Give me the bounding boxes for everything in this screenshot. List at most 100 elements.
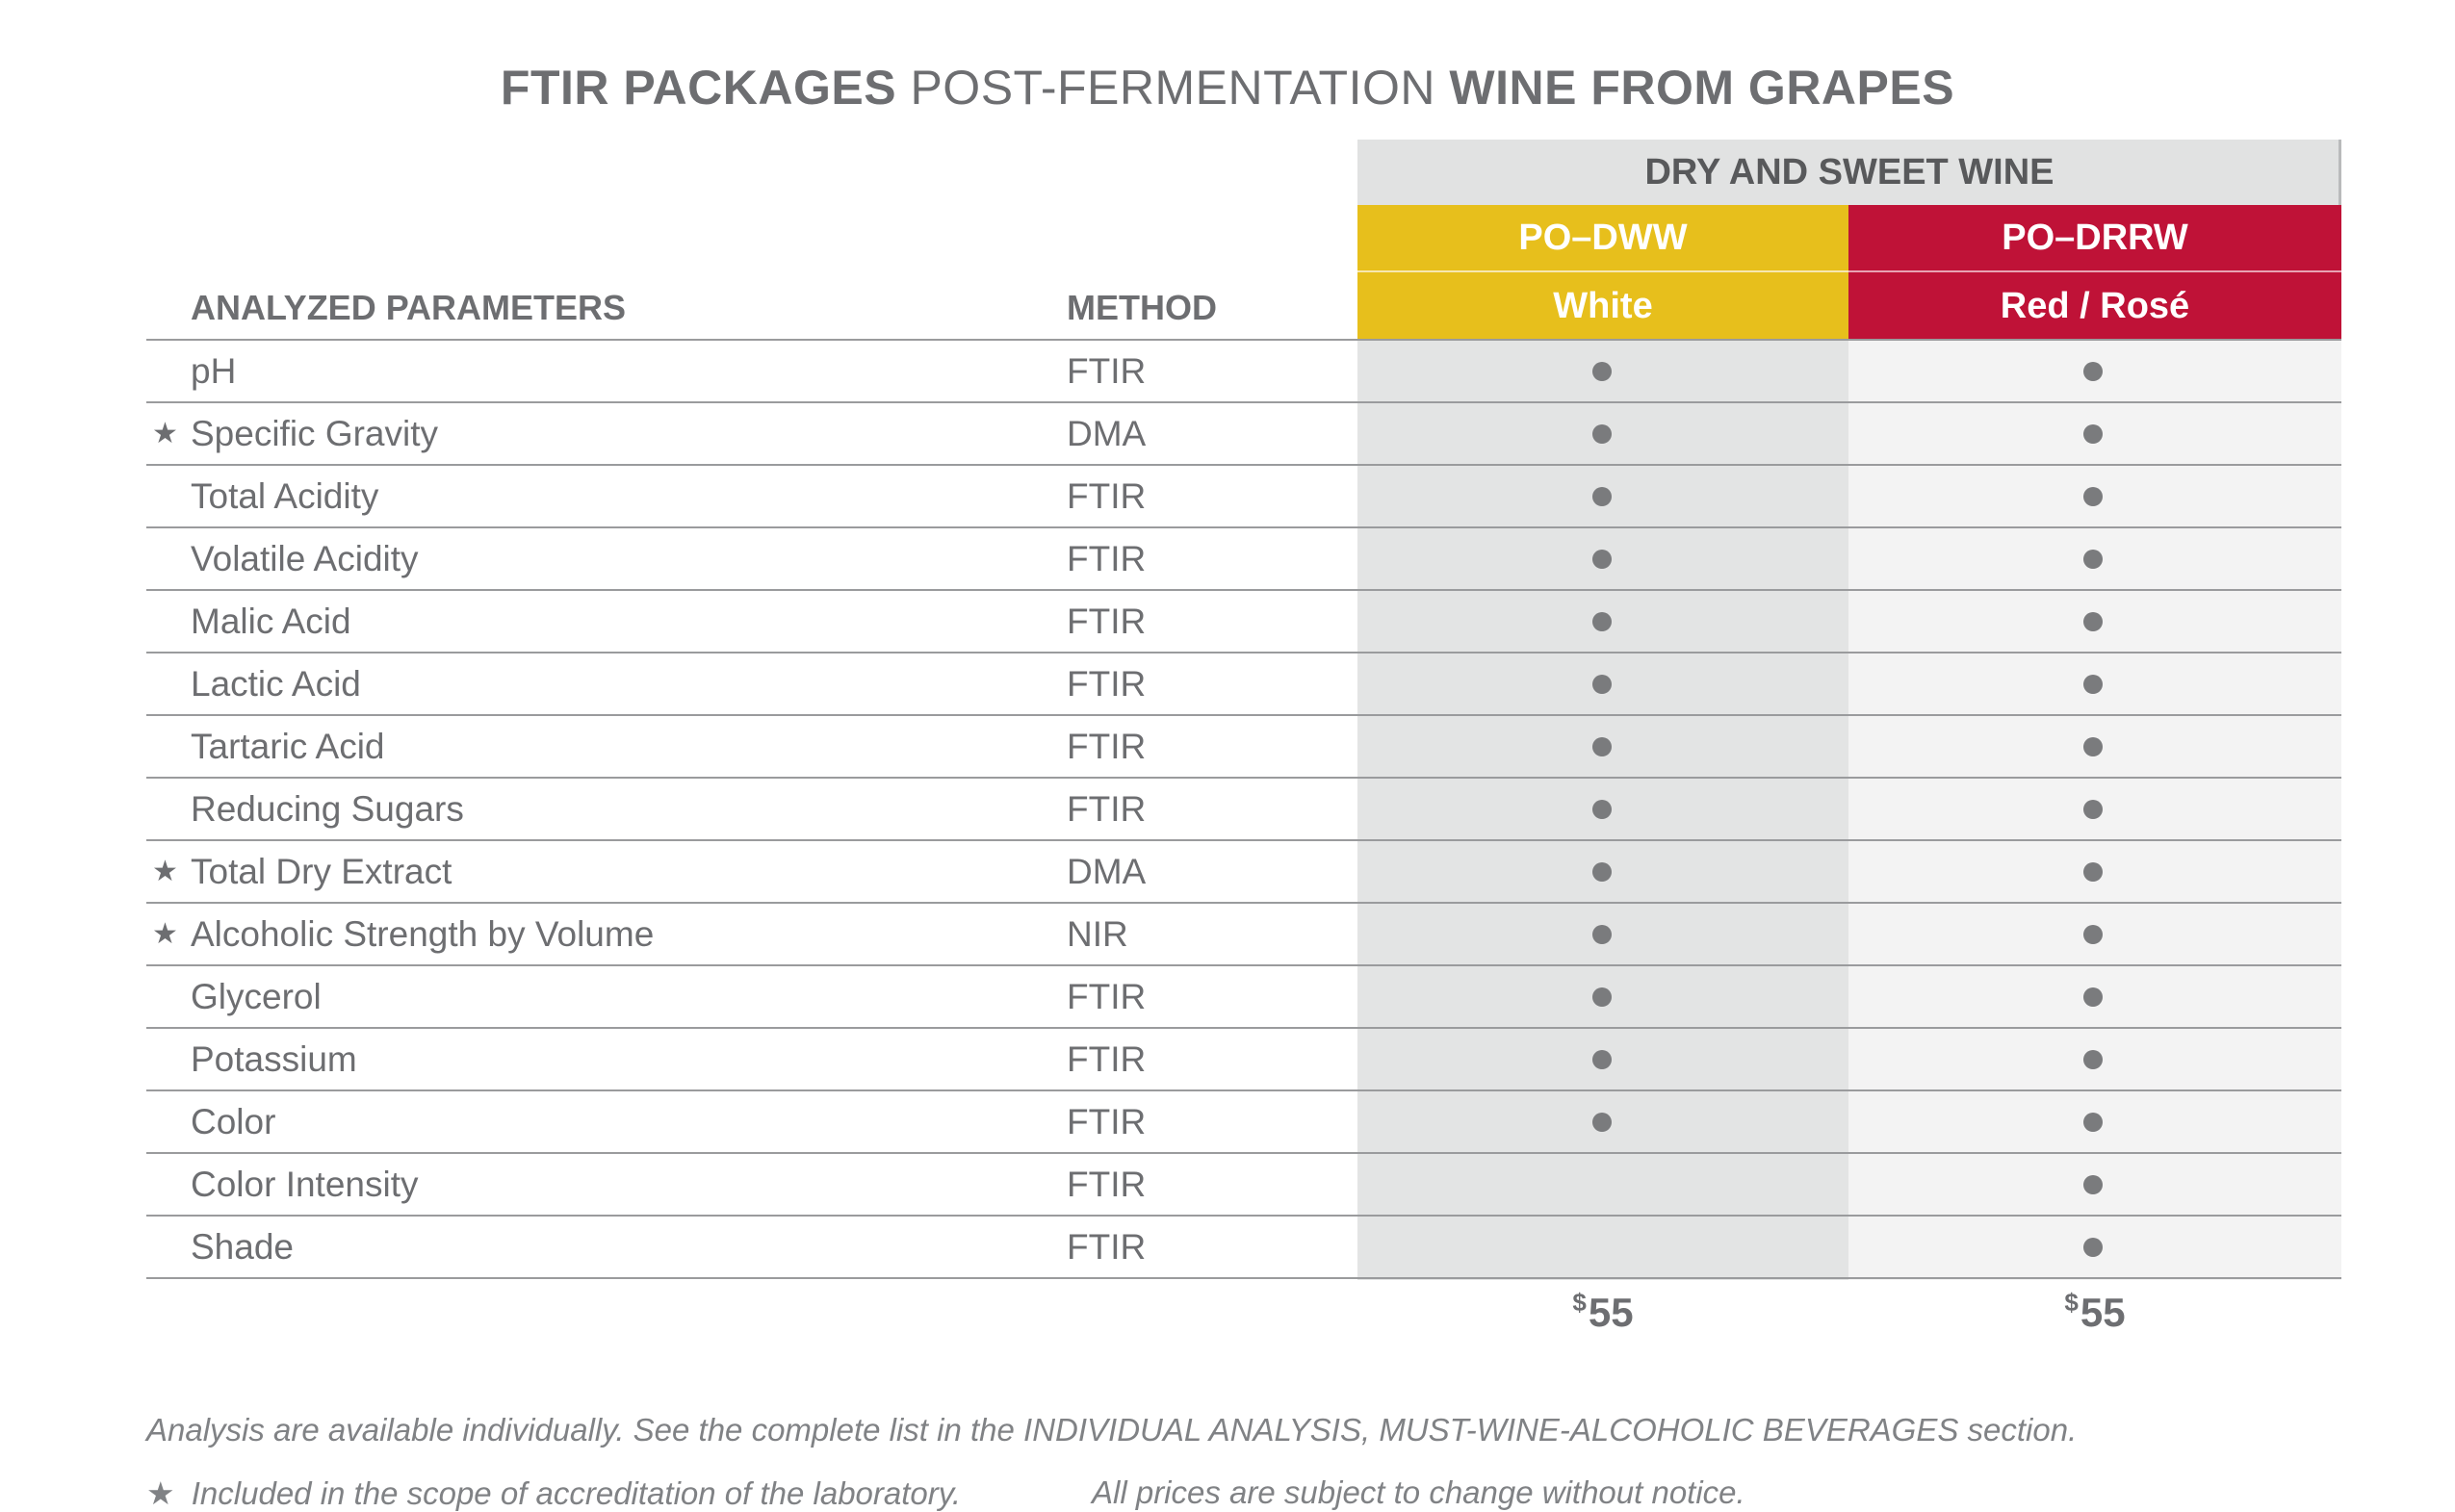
star-icon: ★ bbox=[152, 418, 178, 449]
star-icon: ★ bbox=[152, 918, 178, 950]
method-name: FTIR bbox=[1067, 1038, 1147, 1079]
price-red: $ 55 bbox=[1848, 1288, 2341, 1347]
method-name: FTIR bbox=[1067, 538, 1147, 578]
parameter-name: Color Intensity bbox=[191, 1164, 419, 1204]
method-name: FTIR bbox=[1067, 788, 1147, 829]
included-dot-icon bbox=[1592, 925, 1612, 944]
table-row: Malic Acid FTIR bbox=[146, 591, 2341, 653]
price-value-white: 55 bbox=[1588, 1290, 1634, 1335]
parameter-name: Tartaric Acid bbox=[191, 726, 385, 766]
parameter-name: Volatile Acidity bbox=[191, 538, 419, 578]
included-dot-icon bbox=[2083, 487, 2103, 506]
star-icon: ★ bbox=[152, 856, 178, 887]
parameter-name: Specific Gravity bbox=[191, 413, 439, 453]
table-row: Volatile Acidity FTIR bbox=[146, 528, 2341, 591]
table-row: Color Intensity FTIR bbox=[146, 1154, 2341, 1217]
star-icon: ★ bbox=[146, 1475, 175, 1511]
included-dot-icon bbox=[2083, 1175, 2103, 1194]
included-dot-icon bbox=[1592, 1113, 1612, 1132]
method-name: FTIR bbox=[1067, 1164, 1147, 1204]
method-name: DMA bbox=[1067, 851, 1147, 891]
note-accreditation: ★ Included in the scope of accreditation… bbox=[146, 1474, 961, 1512]
price-currency-red: $ bbox=[2064, 1288, 2079, 1317]
title-part-stage: POST-FERMENTATION bbox=[910, 61, 1435, 115]
method-name: FTIR bbox=[1067, 475, 1147, 516]
parameter-name: Color bbox=[191, 1101, 276, 1141]
included-dot-icon bbox=[1592, 737, 1612, 756]
included-dot-icon bbox=[2083, 675, 2103, 694]
package-type-red: Red / Rosé bbox=[1848, 272, 2341, 340]
table-row: Potassium FTIR bbox=[146, 1029, 2341, 1091]
package-code-red: PO–DRRW bbox=[1848, 205, 2341, 270]
parameter-name: Lactic Acid bbox=[191, 663, 361, 704]
table-row: ★ Alcoholic Strength by Volume NIR bbox=[146, 904, 2341, 966]
parameter-name: Total Dry Extract bbox=[191, 851, 452, 891]
included-dot-icon bbox=[2083, 987, 2103, 1007]
included-dot-icon bbox=[1592, 487, 1612, 506]
included-dot-icon bbox=[2083, 737, 2103, 756]
included-dot-icon bbox=[2083, 1238, 2103, 1257]
note-prices: All prices are subject to change without… bbox=[1092, 1474, 1745, 1510]
included-dot-icon bbox=[2083, 1113, 2103, 1132]
note-individual-analysis: Analysis are available individually. See… bbox=[146, 1412, 2078, 1448]
included-dot-icon bbox=[2083, 862, 2103, 882]
included-dot-icon bbox=[2083, 925, 2103, 944]
table-row: pH FTIR bbox=[146, 341, 2341, 403]
parameter-name: Total Acidity bbox=[191, 475, 379, 516]
included-dot-icon bbox=[1592, 612, 1612, 631]
table-row: Shade FTIR bbox=[146, 1217, 2341, 1279]
parameter-name: Glycerol bbox=[191, 976, 322, 1016]
method-name: FTIR bbox=[1067, 663, 1147, 704]
table-row: Tartaric Acid FTIR bbox=[146, 716, 2341, 779]
package-type-white: White bbox=[1357, 272, 1848, 340]
table-row: ★ Specific Gravity DMA bbox=[146, 403, 2341, 466]
title-part-packages: FTIR PACKAGES bbox=[500, 61, 897, 115]
included-dot-icon bbox=[2083, 424, 2103, 444]
included-dot-icon bbox=[2083, 362, 2103, 381]
method-name: FTIR bbox=[1067, 601, 1147, 641]
included-dot-icon bbox=[1592, 862, 1612, 882]
parameter-name: Alcoholic Strength by Volume bbox=[191, 913, 655, 954]
column-header-parameters: ANALYZED PARAMETERS bbox=[191, 288, 627, 327]
method-name: FTIR bbox=[1067, 726, 1147, 766]
method-name: FTIR bbox=[1067, 1101, 1147, 1141]
included-dot-icon bbox=[2083, 612, 2103, 631]
included-dot-icon bbox=[2083, 800, 2103, 819]
included-dot-icon bbox=[1592, 1050, 1612, 1069]
included-dot-icon bbox=[2083, 550, 2103, 569]
table-row: Color FTIR bbox=[146, 1091, 2341, 1154]
included-dot-icon bbox=[1592, 800, 1612, 819]
header-rule bbox=[146, 339, 2341, 341]
note-accreditation-text: Included in the scope of accreditation o… bbox=[191, 1475, 961, 1511]
included-dot-icon bbox=[1592, 550, 1612, 569]
table-row: Total Acidity FTIR bbox=[146, 466, 2341, 528]
included-dot-icon bbox=[1592, 424, 1612, 444]
included-dot-icon bbox=[1592, 362, 1612, 381]
table-row: Lactic Acid FTIR bbox=[146, 653, 2341, 716]
table-row: Reducing Sugars FTIR bbox=[146, 779, 2341, 841]
table-row: Glycerol FTIR bbox=[146, 966, 2341, 1029]
parameters-table: pH FTIR ★ Specific Gravity DMA Total Acidity F… bbox=[146, 341, 2341, 1279]
method-name: FTIR bbox=[1067, 1226, 1147, 1267]
method-name: FTIR bbox=[1067, 976, 1147, 1016]
group-header: DRY AND SWEET WINE bbox=[1357, 140, 2341, 205]
group-header-edge bbox=[2339, 140, 2341, 205]
price-white: $ 55 bbox=[1357, 1288, 1848, 1347]
parameter-name: Reducing Sugars bbox=[191, 788, 464, 829]
table-row: ★ Total Dry Extract DMA bbox=[146, 841, 2341, 904]
included-dot-icon bbox=[1592, 987, 1612, 1007]
included-dot-icon bbox=[1592, 675, 1612, 694]
included-dot-icon bbox=[2083, 1050, 2103, 1069]
column-header-method: METHOD bbox=[1067, 288, 1217, 327]
method-name: FTIR bbox=[1067, 350, 1147, 391]
parameter-name: pH bbox=[191, 350, 237, 391]
method-name: NIR bbox=[1067, 913, 1128, 954]
parameter-name: Malic Acid bbox=[191, 601, 351, 641]
price-value-red: 55 bbox=[2080, 1290, 2126, 1335]
parameter-name: Potassium bbox=[191, 1038, 357, 1079]
method-name: DMA bbox=[1067, 413, 1147, 453]
price-currency-white: $ bbox=[1572, 1288, 1587, 1317]
page-title: FTIR PACKAGES POST-FERMENTATION WINE FRO… bbox=[0, 60, 2455, 115]
header-separator-red bbox=[1848, 270, 2341, 272]
package-code-white: PO–DWW bbox=[1357, 205, 1848, 270]
